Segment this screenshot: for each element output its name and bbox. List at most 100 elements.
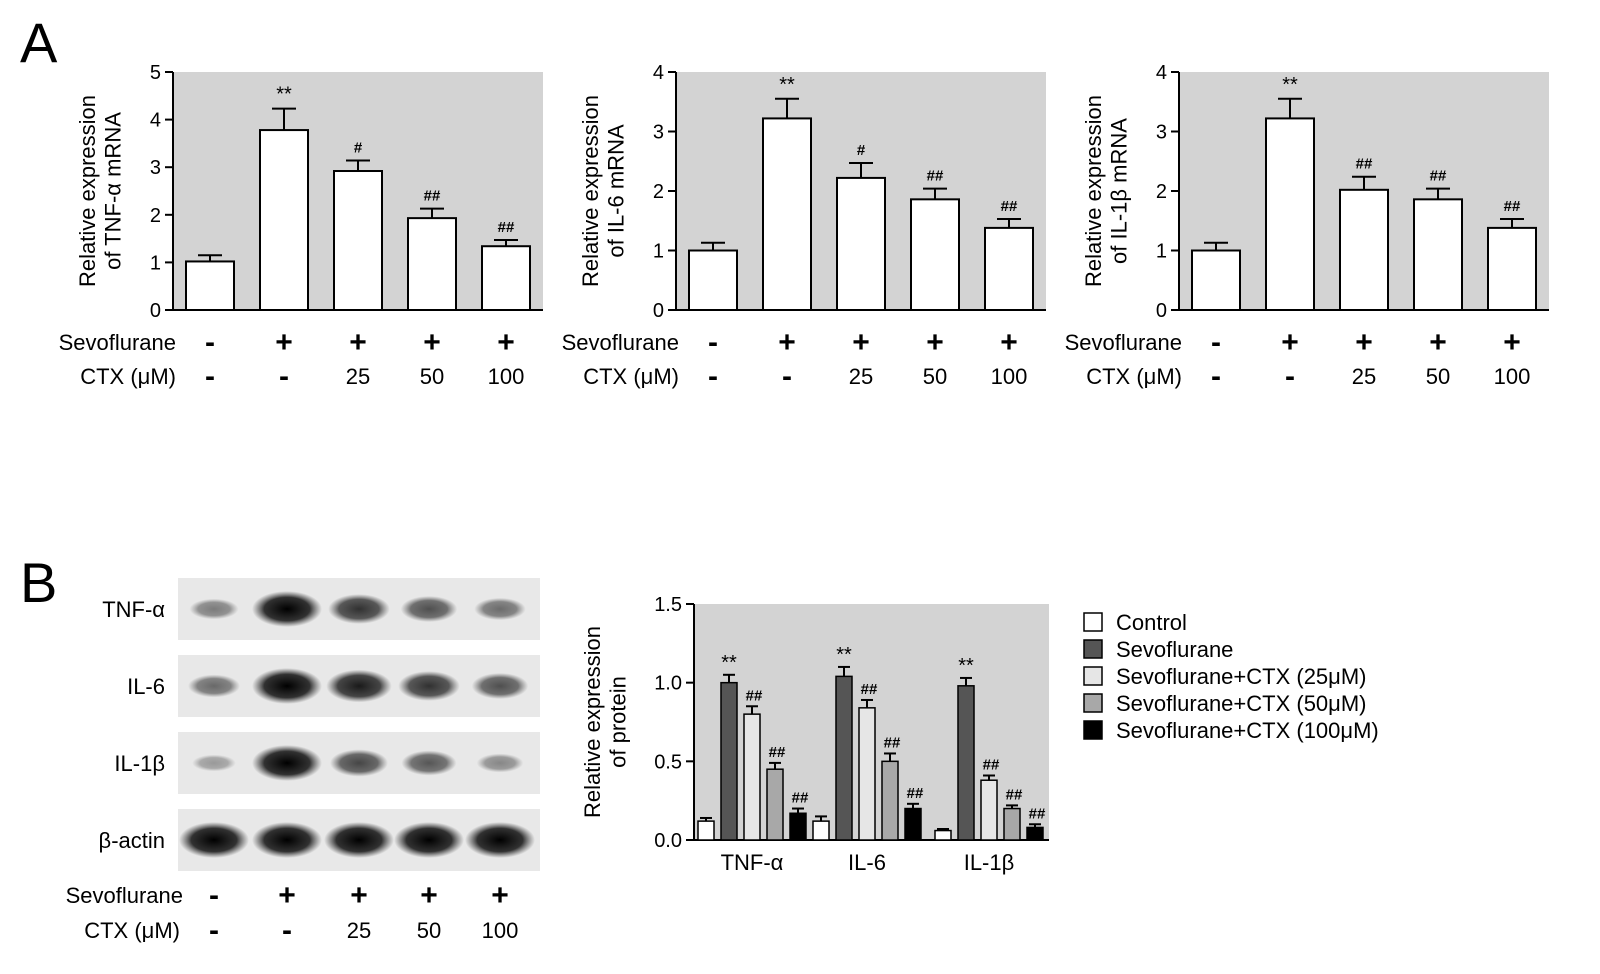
- y-tick-label: 1.0: [654, 673, 682, 695]
- sevoflurane-sign: -: [205, 326, 215, 359]
- bar: [743, 713, 761, 841]
- ctx-value: 50: [1426, 364, 1450, 389]
- significance-mark: **: [836, 644, 852, 666]
- legend-swatch: [1083, 666, 1103, 686]
- y-axis-title-line: Relative expression: [75, 95, 100, 287]
- significance-mark: ##: [746, 687, 763, 704]
- y-axis-title: Relative expressionof protein: [580, 626, 630, 818]
- ctx-value: 50: [923, 364, 947, 389]
- y-tick-label: 3: [1156, 122, 1167, 144]
- ctx-value: 25: [347, 918, 371, 943]
- bar: [835, 675, 853, 841]
- bar: [1003, 807, 1021, 841]
- significance-mark: ##: [1356, 156, 1373, 173]
- sevoflurane-sign: -: [1211, 326, 1221, 359]
- blot-band: [252, 822, 322, 858]
- ctx-value: 100: [991, 364, 1028, 389]
- significance-mark: ##: [1029, 805, 1046, 822]
- legend-label: Sevoflurane+CTX (50μM): [1116, 691, 1367, 716]
- bar: [812, 820, 830, 841]
- blot-band: [252, 668, 322, 704]
- sevoflurane-sign: +: [926, 326, 944, 359]
- bar: [1413, 198, 1463, 311]
- bar: [688, 249, 738, 311]
- y-tick-label: 0: [150, 300, 161, 322]
- ctx-value: 50: [420, 364, 444, 389]
- legend-swatch: [1083, 612, 1103, 632]
- significance-mark: ##: [498, 219, 515, 236]
- y-tick-label: 0: [653, 300, 664, 322]
- blot-band: [474, 597, 526, 621]
- significance-mark: ##: [1430, 168, 1447, 185]
- significance-mark: #: [857, 142, 866, 159]
- legend-label: Control: [1116, 610, 1187, 635]
- ctx-value: 25: [849, 364, 873, 389]
- western-blot: TNF-α IL-6 IL-1β β-actin Sevoflurane CTX (μM)…: [66, 578, 540, 947]
- x-category-label: IL-1β: [964, 850, 1015, 875]
- bar: [259, 129, 309, 311]
- blot-row-label: IL-6: [127, 674, 165, 699]
- sevoflurane-sign: +: [420, 879, 438, 912]
- sevoflurane-sign: +: [1355, 326, 1373, 359]
- significance-mark: ##: [884, 734, 901, 751]
- bar: [1339, 188, 1389, 311]
- sevoflurane-sign: +: [1503, 326, 1521, 359]
- y-tick-label: 4: [1156, 62, 1167, 84]
- blot-band: [398, 671, 460, 701]
- sevoflurane-sign: +: [278, 879, 296, 912]
- significance-mark: **: [958, 655, 974, 677]
- sevoflurane-sign: +: [778, 326, 796, 359]
- y-tick-label: 1: [1156, 241, 1167, 263]
- ctx-value: -: [782, 360, 792, 393]
- sevoflurane-sign: +: [349, 326, 367, 359]
- blot-band: [400, 595, 458, 623]
- blot-row-label: β-actin: [99, 828, 165, 853]
- bar: [984, 226, 1034, 311]
- y-axis-title-line: of IL-1β mRNA: [1106, 118, 1131, 264]
- ctx-label: CTX (μM): [1086, 364, 1182, 389]
- ctx-value: -: [708, 360, 718, 393]
- y-axis-title-line: Relative expression: [580, 626, 605, 818]
- significance-mark: ##: [769, 744, 786, 761]
- sevoflurane-sign: -: [708, 326, 718, 359]
- blot-band: [324, 822, 394, 858]
- significance-mark: **: [779, 74, 795, 96]
- blot-row-label: TNF-α: [102, 597, 165, 622]
- x-category-label: TNF-α: [721, 850, 784, 875]
- bar: [333, 170, 383, 311]
- y-tick-label: 1: [150, 252, 161, 274]
- blot-band: [179, 822, 249, 858]
- blot-band: [189, 598, 239, 620]
- ctx-value: -: [279, 360, 289, 393]
- blot-band: [326, 669, 392, 703]
- bar: [858, 707, 876, 841]
- ctx-value: 25: [346, 364, 370, 389]
- significance-mark: ##: [1001, 198, 1018, 215]
- y-tick-label: 2: [150, 205, 161, 227]
- ctx-value: 100: [488, 364, 525, 389]
- y-axis-title: Relative expressionof TNF-α mRNA: [75, 95, 125, 287]
- y-tick-label: 2: [1156, 181, 1167, 203]
- y-tick-label: 2: [653, 181, 664, 203]
- sevoflurane-sign: +: [1000, 326, 1018, 359]
- bar: [881, 760, 899, 841]
- y-axis-title-line: of IL-6 mRNA: [603, 124, 628, 258]
- legend-swatch: [1083, 639, 1103, 659]
- sevoflurane-label: Sevoflurane: [562, 330, 679, 355]
- ctx-value: 100: [482, 918, 519, 943]
- y-axis-title: Relative expressionof IL-6 mRNA: [578, 95, 628, 287]
- bar: [762, 117, 812, 311]
- ctx-value: 50: [417, 918, 441, 943]
- bar: [1265, 117, 1315, 311]
- y-axis-title-line: of TNF-α mRNA: [100, 112, 125, 270]
- x-category-label: IL-6: [848, 850, 886, 875]
- bar: [1487, 226, 1537, 311]
- blot-band: [394, 822, 464, 858]
- ctx-label: CTX (μM): [80, 364, 176, 389]
- significance-mark: #: [354, 140, 363, 157]
- bar: [185, 260, 235, 311]
- blot-band: [252, 591, 322, 627]
